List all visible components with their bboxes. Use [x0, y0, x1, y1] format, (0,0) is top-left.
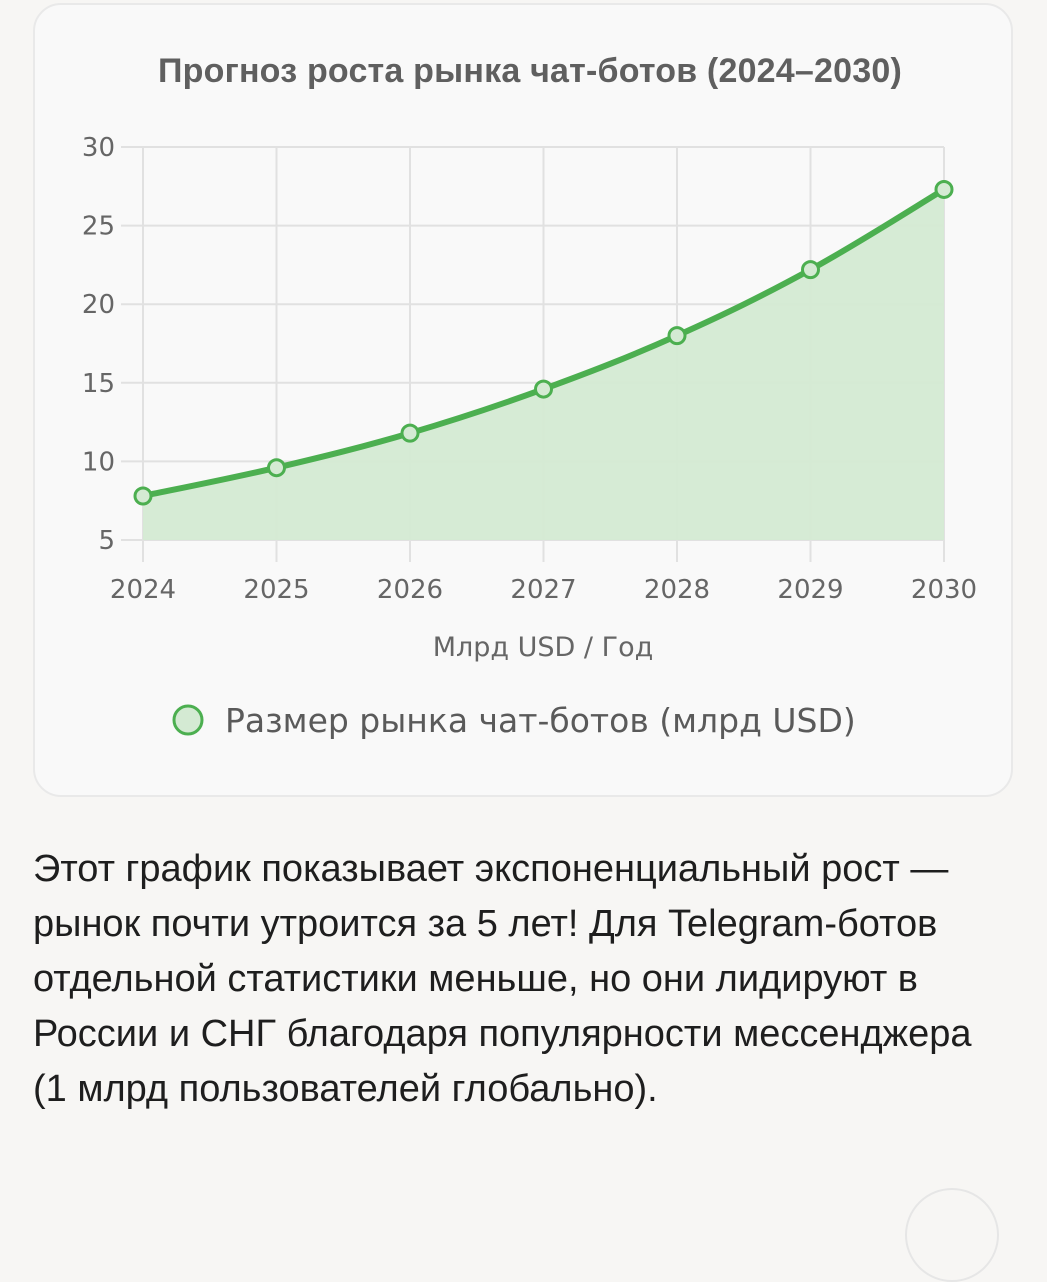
data-point[interactable]	[801, 260, 820, 280]
x-tick-label: 2030	[911, 575, 977, 605]
y-tick-label: 25	[82, 212, 115, 242]
scroll-button[interactable]	[905, 1188, 999, 1282]
x-tick-label: 2029	[777, 575, 843, 605]
x-axis-ticks: 2024 2025 2026 2027 2028 2029 2030	[110, 575, 977, 605]
y-tick-label: 5	[98, 526, 115, 556]
data-point[interactable]	[400, 423, 420, 443]
y-tick-label: 10	[82, 447, 115, 477]
data-point[interactable]	[133, 486, 153, 506]
x-tick-label: 2025	[243, 575, 309, 605]
data-point[interactable]	[934, 179, 954, 199]
chart-title: Прогноз роста рынка чат-ботов (2024–2030…	[158, 52, 902, 90]
data-point[interactable]	[667, 326, 687, 346]
legend[interactable]: Размер рынка чат-ботов (млрд USD)	[172, 701, 856, 740]
x-tick-label: 2027	[510, 575, 576, 605]
data-point[interactable]	[267, 458, 286, 478]
legend-label: Размер рынка чат-ботов (млрд USD)	[225, 701, 856, 740]
description-text: Этот график показывает экспоненциальный …	[33, 848, 972, 1110]
y-axis-ticks: 5 10 15 20 25 30	[82, 133, 115, 556]
legend-marker	[172, 704, 204, 736]
x-tick-label: 2028	[644, 575, 710, 605]
data-point[interactable]	[534, 379, 553, 399]
x-tick-label: 2024	[110, 575, 176, 605]
x-axis-label: Млрд USD / Год	[433, 632, 654, 663]
y-tick-label: 20	[82, 290, 115, 320]
y-tick-label: 30	[82, 133, 115, 163]
chart-points	[133, 179, 954, 506]
x-tick-label: 2026	[377, 575, 443, 605]
y-tick-label: 15	[82, 369, 115, 399]
